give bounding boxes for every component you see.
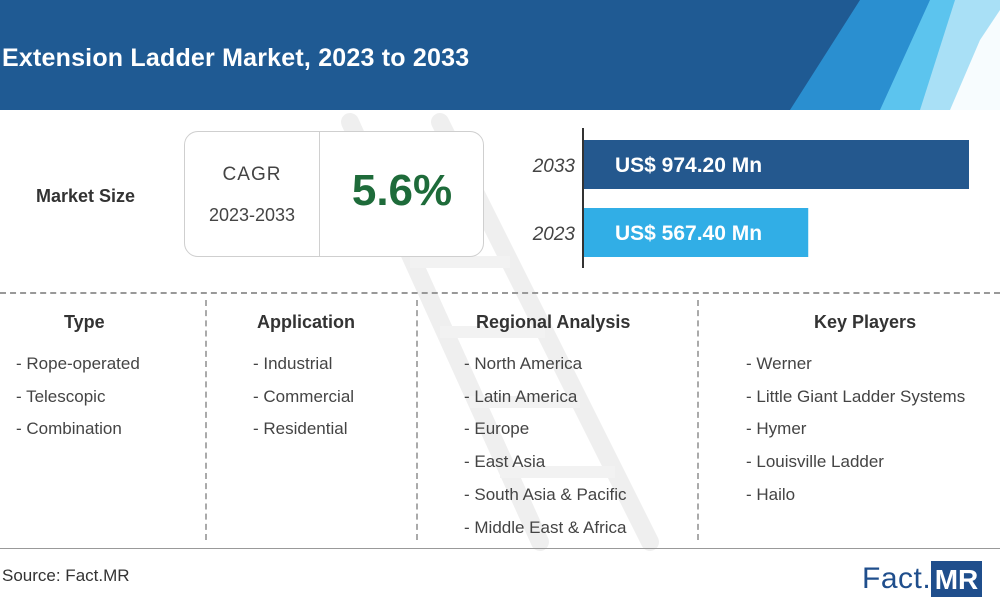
list-item: - Little Giant Ladder Systems xyxy=(746,386,966,406)
market-size-label: Market Size xyxy=(36,186,136,206)
section-divider xyxy=(0,292,1000,294)
source-text: Source: Fact.MR xyxy=(2,566,130,585)
list-item: - Louisville Ladder xyxy=(746,452,884,472)
bar-2023 xyxy=(584,208,809,257)
category-label-2033: 2033 xyxy=(532,156,576,177)
list-item: - Telescopic xyxy=(16,386,106,406)
list-item: - North America xyxy=(464,354,583,373)
cagr-label: CAGR xyxy=(222,164,282,185)
cagr-period: 2023-2033 xyxy=(208,205,296,225)
regional-analysis-heading: Regional Analysis xyxy=(476,312,631,332)
list-item: - South Asia & Pacific xyxy=(464,484,627,504)
data-label-2033: US$ 974.20 Mn xyxy=(615,154,762,177)
key-players-list: - Werner - Little Giant Ladder Systems - H… xyxy=(746,348,965,512)
list-item: - East Asia xyxy=(464,452,546,472)
column-divider xyxy=(416,300,418,540)
list-item: - Residential xyxy=(253,419,348,439)
regional-list: - North America - Latin America - Europe - … xyxy=(464,348,627,544)
banner-background xyxy=(0,0,1000,110)
category-label-2023: 2023 xyxy=(532,224,576,245)
list-item: - Hailo xyxy=(746,484,796,504)
bar-2033 xyxy=(584,140,969,189)
header-banner: Extension Ladder Market, 2023 to 2033 xyxy=(0,0,1000,110)
list-item: - Middle East & Africa xyxy=(464,517,627,537)
cagr-divider xyxy=(319,132,320,256)
data-label-2023: US$ 567.40 Mn xyxy=(615,222,762,245)
list-item: - Combination xyxy=(16,419,122,439)
type-heading: Type xyxy=(64,312,105,332)
footer-divider xyxy=(0,548,1000,549)
cagr-value: 5.6% xyxy=(351,166,453,215)
list-item: - Latin America xyxy=(464,386,578,406)
market-size-bar-chart: 2033 US$ 974.20 Mn 2023 US$ 567.40 Mn xyxy=(532,128,969,268)
application-heading: Application xyxy=(257,312,355,332)
column-divider xyxy=(697,300,699,540)
list-item: - Rope-operated xyxy=(16,354,140,373)
list-item: - Commercial xyxy=(253,386,355,406)
column-divider xyxy=(205,300,207,540)
factmr-logo: Fact . MR xyxy=(862,560,983,598)
list-item: - Werner xyxy=(746,354,812,373)
page-title: Extension Ladder Market, 2023 to 2033 xyxy=(2,44,470,72)
list-item: - Hymer xyxy=(746,419,807,439)
application-list: - Industrial - Commercial - Residential xyxy=(253,348,354,446)
key-players-heading: Key Players xyxy=(814,312,917,332)
list-item: - Industrial xyxy=(253,354,333,373)
cagr-card: CAGR 2023-2033 5.6% xyxy=(184,131,484,257)
type-list: - Rope-operated - Telescopic - Combination xyxy=(16,348,140,446)
list-item: - Europe xyxy=(464,419,530,439)
